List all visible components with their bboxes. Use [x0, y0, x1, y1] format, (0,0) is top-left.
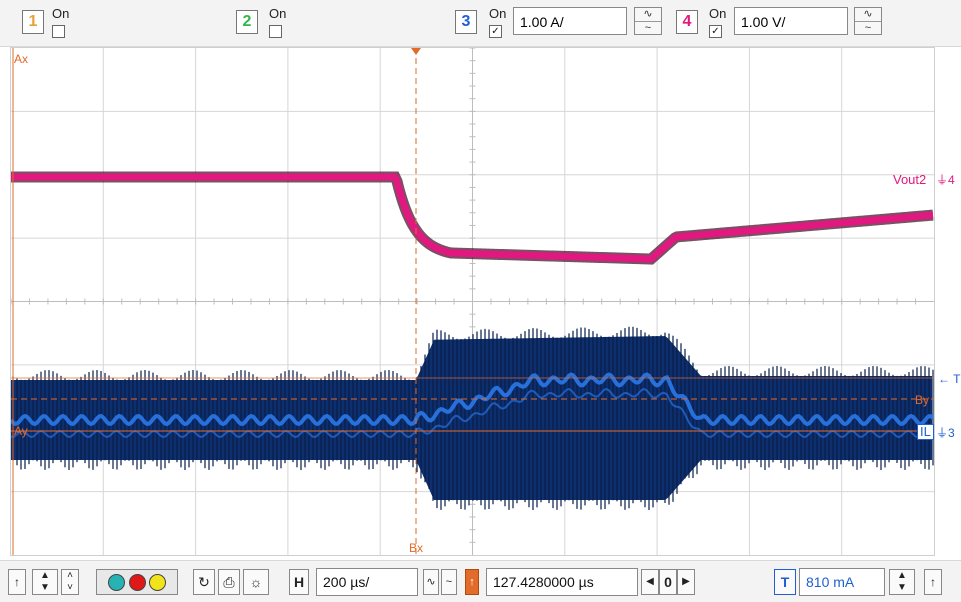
delay-right-button[interactable]: ▶ — [677, 569, 695, 595]
il-trace-label: IL — [917, 424, 934, 440]
channel-1-button[interactable]: 1 — [22, 10, 44, 34]
channel-3-scale-field[interactable]: 1.00 A/ — [513, 7, 627, 35]
channel-3-button[interactable]: 3 — [455, 10, 477, 34]
channel-4-ground-marker[interactable]: ⏚4 — [936, 173, 955, 187]
refresh-icon[interactable]: ↻ — [193, 569, 215, 595]
red-color-icon[interactable] — [128, 573, 146, 591]
il-average-band — [11, 372, 934, 427]
channel-2-on-checkbox[interactable] — [269, 25, 282, 38]
vout2-trace-label: Vout2 — [893, 172, 927, 187]
trigger-level-stepper[interactable]: ▲ ▼ — [889, 569, 915, 595]
dc-coupling-icon: ~ — [635, 21, 661, 35]
ac-coupling-icon: ∿ — [643, 8, 653, 20]
delay-zero-button[interactable]: 0 — [659, 569, 677, 595]
channel-2-button[interactable]: 2 — [236, 10, 258, 34]
channel-4-ref-number: 4 — [948, 173, 955, 187]
print-icon[interactable]: ⎙ — [218, 569, 240, 595]
channel-4-on-label: On — [709, 6, 727, 21]
trigger-position-marker — [411, 48, 421, 55]
cursor-lines — [11, 48, 934, 555]
channel-4-scale-field[interactable]: 1.00 V/ — [734, 7, 848, 35]
cursor-ay-label: Ay — [14, 424, 28, 438]
waveform-icon[interactable]: ∿ — [423, 569, 439, 595]
horizontal-toolbar: ↑ ▲ ▼ ˄ ˅ ↻ ⎙ ☼ H 200 µs/ ∿ ~ ↑ 127.428000… — [0, 560, 961, 602]
vout-voltage-trace — [11, 171, 934, 265]
il-lower-band — [11, 388, 934, 439]
waveform-canvas — [11, 48, 934, 555]
cursor-bx-label: Bx — [409, 541, 424, 555]
channel-3-ref-number: 3 — [948, 426, 955, 440]
trigger-level-field[interactable]: 810 mA — [799, 568, 885, 596]
yellow-color-icon[interactable] — [149, 573, 167, 591]
channel-3-ground-marker[interactable]: ⏚3 — [936, 426, 955, 440]
timebase-field[interactable]: 200 µs/ — [316, 568, 418, 596]
ac-coupling-icon: ∿ — [863, 8, 873, 20]
color-select-group — [96, 569, 178, 595]
delay-left-button[interactable]: ◀ — [641, 569, 659, 595]
channel-1-on-checkbox[interactable] — [52, 25, 65, 38]
cursor-by-label: By — [915, 393, 930, 407]
cursor-ax-label: Ax — [14, 52, 29, 66]
pin-up-icon[interactable]: ↑ — [8, 569, 26, 595]
trigger-position-icon[interactable]: ↑ — [465, 569, 479, 595]
channel-2-on-label: On — [269, 6, 287, 21]
horizontal-button[interactable]: H — [289, 569, 309, 595]
trigger-marker-label: T — [953, 372, 961, 386]
scroll-up-down-button[interactable]: ▲ ▼ — [32, 569, 58, 595]
brightness-icon[interactable]: ☼ — [243, 569, 269, 595]
vout-line — [11, 173, 934, 263]
channel-3-on-label: On — [489, 6, 507, 21]
channel-4-on-checkbox[interactable]: ✓ — [709, 25, 722, 38]
channel-4-coupling-button[interactable]: ∿ ~ — [854, 7, 882, 35]
wave-alt-icon[interactable]: ~ — [441, 569, 457, 595]
waveform-display[interactable]: Ax Ay Bx By Vout2 IL — [10, 47, 935, 556]
dc-coupling-icon: ~ — [855, 21, 881, 35]
scroll-small-button[interactable]: ˄ ˅ — [61, 569, 79, 595]
channel-3-on-checkbox[interactable]: ✓ — [489, 25, 502, 38]
trigger-level-marker[interactable]: ← T — [938, 372, 961, 386]
teal-color-icon[interactable] — [107, 573, 125, 591]
il-current-trace — [11, 326, 934, 510]
channel-4-button[interactable]: 4 — [676, 10, 698, 34]
pin-up-right-icon[interactable]: ↑ — [924, 569, 942, 595]
channel-toolbar: 1 On 2 On 3 On ✓ 1.00 A/ ∿ ~ 4 On ✓ 1.00… — [0, 0, 961, 47]
channel-1-on-label: On — [52, 6, 70, 21]
channel-3-coupling-button[interactable]: ∿ ~ — [634, 7, 662, 35]
trigger-delay-field[interactable]: 127.4280000 µs — [486, 568, 638, 596]
trigger-button[interactable]: T — [774, 569, 796, 595]
